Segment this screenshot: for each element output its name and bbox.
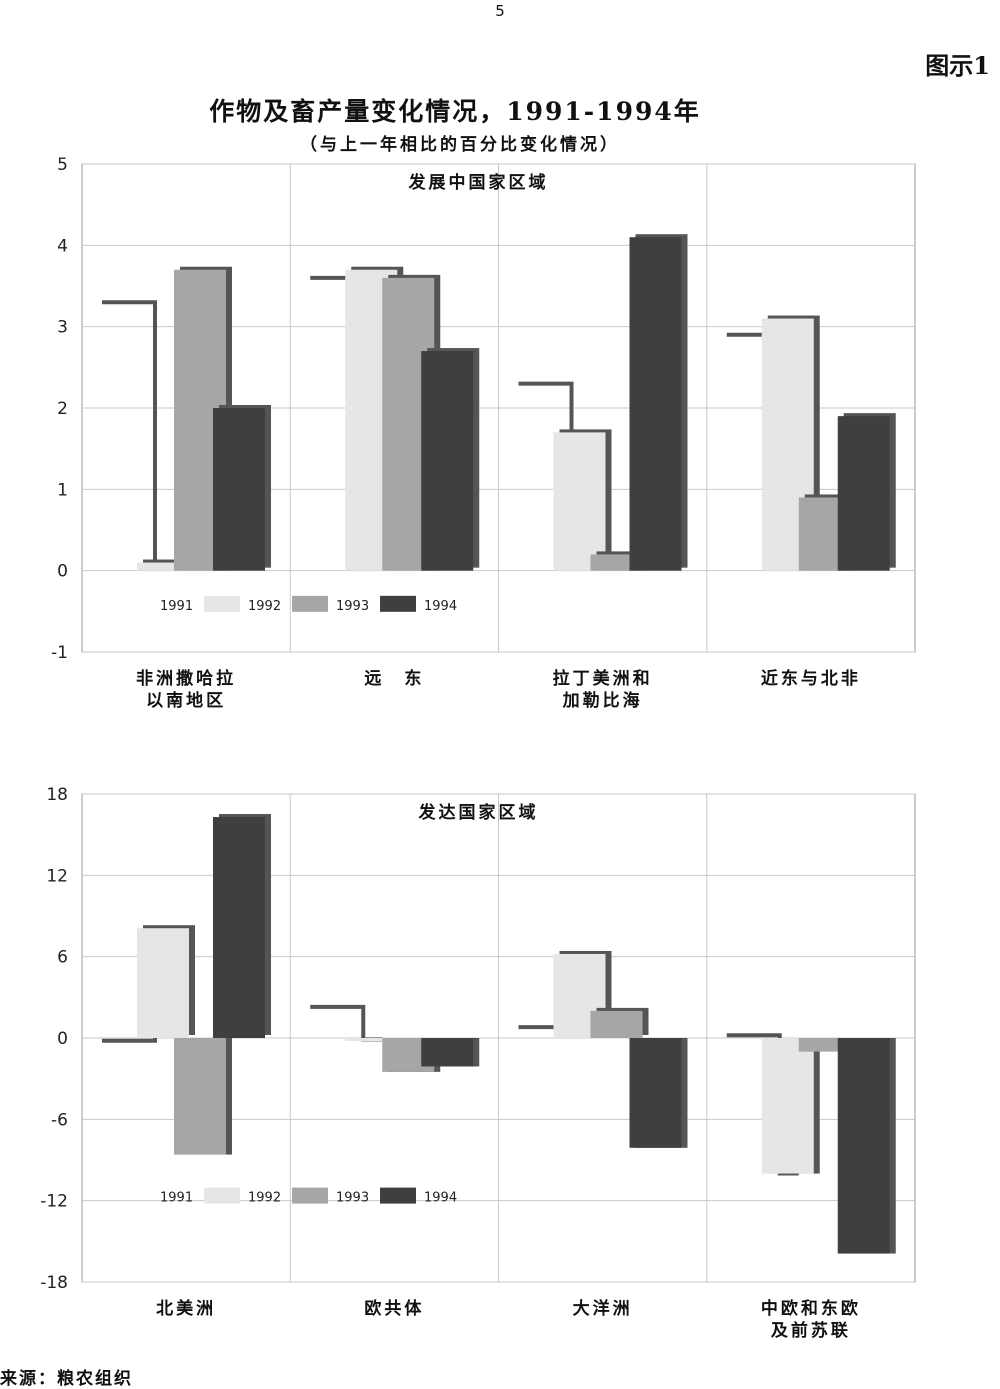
bar-1994 [629,1038,682,1148]
category-label: 欧共体 [364,1298,424,1319]
category-label: 大洋洲 [573,1298,633,1319]
page-number: 5 [495,2,505,20]
chart-subtitle: （与上一年相比的百分比变化情况） [300,135,620,155]
bar-1994 [213,408,265,571]
legend-swatch-1992 [204,595,240,612]
y-tick-label: -1 [51,643,68,663]
y-tick-label: -18 [40,1273,68,1293]
category-label: 拉丁美洲和 [553,668,653,689]
legend-swatch-1994 [380,595,416,612]
category-label: 中欧和东欧 [761,1298,861,1319]
y-tick-label: 18 [46,785,68,805]
legend-swatch-1993 [292,595,328,612]
y-tick-label: 12 [46,866,68,886]
bar-1994 [421,351,474,571]
category-label: 及前苏联 [771,1320,851,1341]
bar-1994 [421,1038,474,1067]
legend-label-1993: 1993 [336,1191,369,1206]
y-tick-label: 5 [57,155,68,175]
panel-title: 发达国家区域 [418,802,539,823]
category-label: 非洲撒哈拉 [136,668,236,689]
y-tick-label: -12 [40,1192,68,1212]
legend-swatch-1994 [380,1187,416,1204]
legend-label-1991: 1991 [160,1191,193,1206]
bar-1994 [837,1038,890,1254]
category-label: 以南地区 [146,690,226,711]
bar-1994 [629,237,682,571]
y-tick-label: 6 [57,948,68,968]
bar-1992 [553,432,606,571]
bar-1994 [837,416,890,571]
category-label: 远 东 [364,668,424,689]
legend-label-1991: 1991 [160,599,193,614]
y-tick-label: 1 [57,480,68,500]
y-tick-label: 2 [57,399,68,419]
legend-swatch-1993 [292,1187,328,1204]
y-tick-label: 0 [57,562,68,582]
bar-1992 [345,1038,398,1041]
y-tick-label: 3 [57,318,68,338]
y-tick-label: 0 [57,1029,68,1049]
source-note: 来源：粮农组织 [0,1369,133,1389]
legend-label-1992: 1992 [248,1191,281,1206]
category-label: 北美洲 [156,1298,216,1319]
y-tick-label: 4 [57,236,68,256]
bar-1992 [137,928,189,1038]
legend-swatch-1992 [204,1187,240,1204]
legend-label-1993: 1993 [336,599,369,614]
legend-label-1992: 1992 [248,599,281,614]
bar-1992 [761,1038,814,1174]
bar-1993 [590,1010,643,1038]
chart-main-title: 作物及畜产量变化情况，1991-1994年 [209,97,701,126]
category-label: 近东与北非 [761,668,861,689]
bar-1992 [137,562,189,571]
legend-label-1994: 1994 [424,1191,457,1206]
category-label: 加勒比海 [562,690,643,711]
panel-title: 发展中国家区域 [408,172,549,193]
y-tick-label: -6 [51,1110,68,1130]
figure-label: 图示1 [925,51,990,80]
bar-1993 [174,1038,226,1155]
bar-1994 [213,817,265,1038]
legend-label-1994: 1994 [424,599,457,614]
